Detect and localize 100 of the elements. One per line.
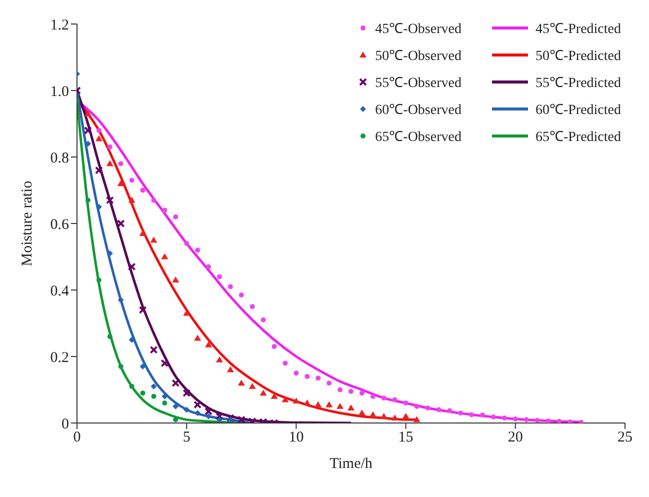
point: [414, 404, 420, 409]
y-tick-label: 0.2: [50, 350, 69, 366]
legend-label: 50℃-Observed: [375, 48, 462, 65]
point: [272, 344, 277, 350]
legend-label: 55℃-Predicted: [535, 75, 621, 92]
point: [392, 397, 398, 402]
point: [304, 400, 311, 406]
point: [402, 412, 410, 419]
legend-label: 60℃-Predicted: [535, 102, 621, 119]
point: [96, 128, 102, 133]
x-axis-title: Time/h: [330, 456, 373, 472]
point: [348, 388, 354, 394]
point: [128, 262, 136, 271]
point: [469, 412, 474, 418]
point: [359, 390, 364, 396]
point: [425, 406, 430, 411]
point: [304, 374, 310, 379]
x-tick-label: 5: [182, 430, 190, 446]
point: [96, 278, 102, 283]
point: [413, 416, 420, 422]
y-tick-label: 0.4: [50, 283, 70, 300]
legend-label: 65℃-Predicted: [535, 129, 621, 146]
y-axis-title: Moisture ratio: [19, 180, 36, 266]
point: [447, 408, 452, 414]
point: [129, 178, 134, 183]
point: [118, 161, 124, 166]
point: [381, 396, 386, 401]
point: [94, 166, 103, 174]
point: [237, 416, 246, 423]
point: [238, 292, 244, 298]
point: [369, 411, 376, 418]
point: [260, 390, 267, 396]
point: [140, 363, 146, 370]
point: [336, 402, 344, 409]
point: [338, 387, 343, 392]
point: [282, 396, 289, 402]
point: [248, 382, 256, 389]
point: [85, 198, 90, 203]
point: [358, 410, 366, 416]
point: [250, 304, 255, 310]
point: [118, 296, 124, 303]
x-tick-label: 0: [73, 430, 81, 446]
point: [151, 198, 156, 203]
point: [326, 380, 332, 386]
point: [140, 390, 146, 396]
point: [194, 334, 202, 341]
point: [173, 417, 178, 422]
point: [294, 370, 299, 376]
point: [194, 410, 201, 416]
point: [117, 180, 124, 186]
point: [96, 204, 102, 210]
point: [228, 284, 233, 290]
point: [226, 366, 234, 372]
legend-label: 60℃-Observed: [375, 102, 462, 119]
legend-label: 45℃-Observed: [375, 21, 462, 38]
point: [139, 230, 146, 236]
point: [238, 380, 245, 386]
point: [314, 401, 322, 408]
point: [151, 394, 156, 399]
point: [107, 334, 112, 340]
point: [270, 392, 278, 399]
point: [172, 403, 179, 410]
point: [182, 389, 191, 398]
point: [150, 236, 158, 243]
point: [391, 414, 398, 421]
point: [106, 160, 114, 166]
point: [138, 306, 147, 314]
point: [162, 400, 168, 406]
point: [206, 264, 212, 270]
point: [128, 196, 136, 203]
point: [326, 401, 333, 408]
point: [128, 336, 135, 343]
point: [162, 208, 168, 213]
point: [546, 418, 551, 423]
point: [534, 418, 540, 423]
point: [370, 394, 376, 399]
x-tick-label: 10: [288, 430, 304, 446]
point: [216, 416, 222, 423]
point: [436, 407, 442, 412]
point: [215, 412, 224, 420]
point: [150, 383, 157, 390]
y-tick-label: 0.6: [50, 216, 70, 233]
point: [205, 341, 212, 348]
point: [184, 406, 190, 413]
point: [292, 398, 300, 404]
legend-label: 55℃-Observed: [375, 75, 462, 92]
point: [248, 417, 256, 423]
point: [118, 364, 124, 369]
y-tick-label: 0: [62, 416, 69, 432]
point: [512, 416, 518, 422]
point: [216, 274, 222, 280]
point: [206, 413, 212, 420]
point: [106, 196, 114, 204]
point: [140, 188, 146, 193]
point: [480, 412, 486, 418]
point: [316, 376, 321, 381]
y-tick-label: 0.8: [50, 150, 69, 166]
x-tick-label: 25: [618, 430, 632, 446]
point: [172, 379, 180, 388]
point: [216, 356, 223, 362]
